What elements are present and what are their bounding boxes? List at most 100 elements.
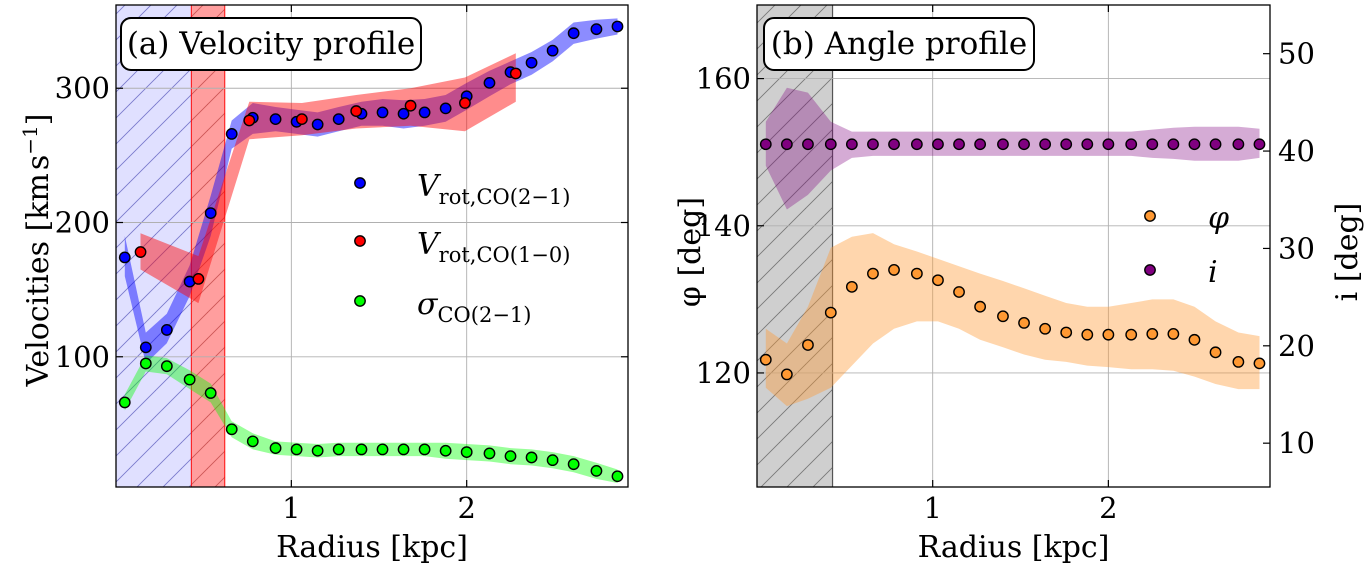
data-point xyxy=(160,360,173,373)
data-point xyxy=(134,246,147,258)
data-point xyxy=(780,368,793,381)
data-point xyxy=(483,76,496,89)
legend-marker xyxy=(1144,210,1156,222)
data-point xyxy=(139,357,152,370)
data-point xyxy=(1081,328,1094,341)
x-axis-label: Radius [kpc] xyxy=(276,530,468,563)
data-point xyxy=(332,113,345,126)
title-box-frame xyxy=(763,17,1035,71)
data-point xyxy=(590,23,603,36)
data-point xyxy=(953,286,965,298)
data-point xyxy=(611,470,624,483)
data-point xyxy=(888,138,900,151)
data-point xyxy=(397,107,410,120)
data-point xyxy=(459,97,471,109)
x-tick-label: 2 xyxy=(1099,491,1117,525)
data-point xyxy=(311,118,324,131)
y-tick-label-right: 50 xyxy=(1278,37,1315,71)
data-point xyxy=(504,450,517,463)
data-point xyxy=(139,341,152,354)
axes-frame xyxy=(756,4,1271,488)
data-point xyxy=(204,387,217,399)
data-point xyxy=(418,443,431,456)
data-point xyxy=(824,306,837,319)
data-point xyxy=(1102,138,1115,151)
data-point xyxy=(802,138,814,151)
plot-area xyxy=(757,5,1270,487)
data-point xyxy=(160,324,173,336)
data-point xyxy=(460,446,473,458)
data-point xyxy=(525,56,538,69)
data-point xyxy=(546,454,559,467)
data-point xyxy=(932,138,944,151)
data-point xyxy=(246,435,259,448)
legend-marker xyxy=(354,235,366,247)
x-axis-label: Radius [kpc] xyxy=(918,530,1110,563)
data-point xyxy=(1188,333,1201,346)
y-tick-label: 100 xyxy=(55,340,110,374)
data-point xyxy=(1167,138,1180,151)
legend-entry: Vrot,CO(2−1) xyxy=(417,169,570,209)
velocity-profile-panel: 1 2 100 200 300 Radius [kpc] Velocities [kms−1… xyxy=(18,4,629,563)
y-tick-label-left: 140 xyxy=(696,209,751,243)
legend-marker xyxy=(1144,264,1156,276)
data-point xyxy=(546,44,559,57)
data-point xyxy=(759,138,772,151)
panel-title: (a) Velocity profile xyxy=(127,26,415,62)
data-point xyxy=(867,267,879,280)
data-point xyxy=(974,300,987,313)
shaded-region-hatch xyxy=(757,5,833,487)
legend: Vrot,CO(2−1) Vrot,CO(1−0) σCO(2−1) xyxy=(354,169,570,327)
error-band-0 xyxy=(765,233,1260,407)
data-point xyxy=(1232,356,1245,368)
data-point xyxy=(567,458,580,471)
data-point xyxy=(243,114,256,127)
error-band-1 xyxy=(765,87,1260,210)
data-point xyxy=(290,443,303,456)
data-point xyxy=(483,447,496,460)
data-point xyxy=(867,138,879,151)
data-point xyxy=(1253,138,1266,151)
data-point xyxy=(910,267,923,280)
data-point xyxy=(269,113,282,126)
data-point xyxy=(1209,346,1222,359)
panel-title: (b) Angle profile xyxy=(771,26,1027,62)
data-point xyxy=(910,138,923,151)
legend-entry: i xyxy=(1208,255,1218,290)
y-tick-label: 300 xyxy=(55,71,110,105)
data-point xyxy=(183,373,196,386)
x-tick-label: 1 xyxy=(923,491,941,525)
data-point xyxy=(118,251,131,264)
angle-profile-panel: 1 2 120 140 160 10 20 30 40 50 Radius [kpc] φ [deg]… xyxy=(673,4,1365,563)
x-tick-label: 1 xyxy=(282,491,300,525)
legend-marker xyxy=(354,177,366,189)
data-point xyxy=(759,353,772,366)
data-point xyxy=(997,310,1009,323)
data-point xyxy=(1039,322,1052,335)
legend: φi xyxy=(1144,201,1229,290)
data-point xyxy=(1146,328,1159,340)
title-box-frame xyxy=(120,17,422,71)
y-axis-label-left: φ [deg] xyxy=(673,197,708,307)
data-point xyxy=(824,138,837,151)
data-point xyxy=(932,274,944,287)
data-point xyxy=(376,443,389,456)
panel-title-box: (b) Angle profile xyxy=(763,17,1035,71)
data-point xyxy=(802,339,814,351)
data-point xyxy=(567,27,580,40)
y-tick-label-left: 160 xyxy=(696,62,751,96)
data-point xyxy=(1167,328,1180,340)
data-point xyxy=(355,443,368,456)
data-point xyxy=(225,127,238,140)
data-point xyxy=(590,464,603,477)
data-point xyxy=(1081,138,1094,151)
legend-marker xyxy=(354,295,366,307)
data-point xyxy=(509,67,522,80)
data-point xyxy=(404,99,417,112)
axes-frame xyxy=(115,4,629,488)
data-point xyxy=(1253,357,1266,370)
data-point xyxy=(1232,138,1245,151)
data-point xyxy=(439,444,452,457)
data-point xyxy=(1125,328,1138,341)
